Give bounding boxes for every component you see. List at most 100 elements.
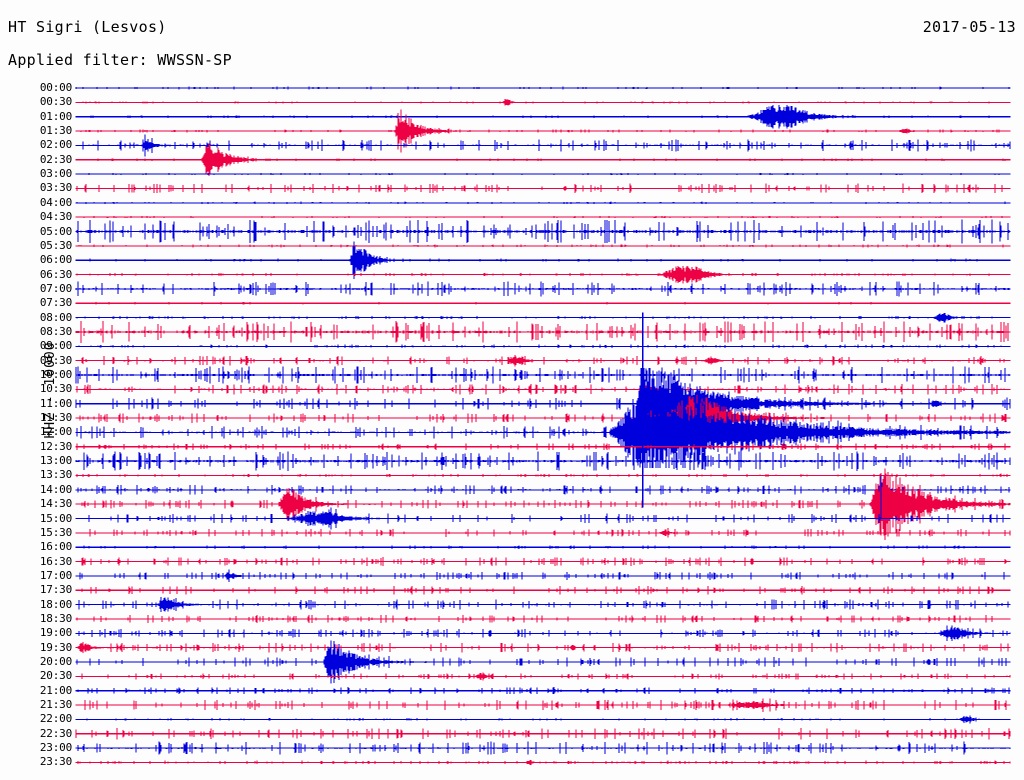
date-label: 2017-05-13 [922,18,1016,36]
time-tick-2100: 21:00 [39,683,72,697]
time-tick-1300: 13:00 [39,454,72,468]
time-tick-2000: 20:00 [39,655,72,668]
trace-1500 [75,507,1011,530]
trace-2300 [75,741,1011,755]
trace-0830 [75,321,1011,343]
time-tick-1530: 15:30 [39,525,72,539]
time-tick-1130: 11:30 [39,411,72,425]
trace-2230 [75,728,1011,740]
trace-1800 [75,597,1011,613]
trace-0700 [75,281,1011,297]
trace-1730 [75,585,1011,595]
trace-1000 [75,366,1011,384]
trace-1400 [75,482,1011,498]
trace-1830 [75,615,1011,623]
trace-2100 [75,687,1011,695]
time-tick-2030: 20:30 [39,669,72,683]
time-tick-1000: 10:00 [39,368,72,381]
trace-0500 [75,219,1011,244]
trace-0600 [75,241,1011,279]
time-tick-2230: 22:30 [39,726,72,740]
time-tick-0730: 07:30 [39,296,72,310]
time-tick-0900: 09:00 [39,339,72,353]
trace-0730 [75,302,1011,305]
trace-0430 [75,216,1011,219]
time-tick-0000: 00:00 [39,81,72,94]
applied-filter-label: Applied filter: WWSSN-SP [8,51,232,69]
time-tick-1400: 14:00 [39,482,72,496]
trace-1700 [75,569,1011,583]
trace-0400 [75,201,1011,204]
trace-0900 [75,344,1011,349]
time-tick-1330: 13:30 [39,468,72,482]
time-tick-1430: 14:30 [39,497,72,511]
trace-1530 [75,528,1011,538]
trace-1930 [75,642,1011,654]
trace-0300 [75,173,1011,176]
trace-1430 [75,468,1011,540]
time-tick-2300: 23:00 [39,741,72,755]
trace-1300 [75,451,1011,471]
page-title: HT Sigri (Lesvos) [8,18,167,36]
time-tick-0500: 05:00 [39,224,72,238]
time-tick-2130: 21:30 [39,698,72,712]
trace-2200 [75,715,1011,724]
time-axis-labels: 00:00 00:30 01:00 01:30 02:00 02:30 03:00 03:30… [0,0,72,780]
trace-1200 [75,396,1011,469]
time-tick-0630: 06:30 [39,267,72,281]
trace-1230 [75,443,1011,451]
time-tick-1030: 10:30 [39,382,72,396]
trace-1630 [75,557,1011,566]
time-tick-1830: 18:30 [39,611,72,625]
time-tick-1700: 17:00 [39,568,72,582]
trace-1330 [75,473,1011,478]
trace-0530 [75,244,1011,248]
time-tick-0400: 04:00 [39,195,72,209]
trace-1600 [75,545,1011,549]
time-tick-0800: 08:00 [39,310,72,324]
time-tick-1100: 11:00 [39,396,72,410]
trace-2030 [75,672,1011,681]
time-tick-1930: 19:30 [39,640,72,654]
trace-0030 [75,99,1011,106]
trace-1100 [75,367,1011,440]
time-tick-1630: 16:30 [39,554,72,568]
time-tick-0230: 02:30 [39,152,72,166]
time-tick-1500: 15:00 [39,511,72,525]
trace-1900 [75,625,1011,642]
time-tick-0830: 08:30 [39,324,72,338]
time-tick-1900: 19:00 [39,626,72,640]
time-tick-0130: 01:30 [39,124,72,138]
time-tick-0330: 03:30 [39,181,72,195]
trace-2000 [75,640,1011,684]
trace-2130 [75,698,1011,712]
time-tick-1730: 17:30 [39,583,72,597]
trace-0200 [75,134,1011,157]
trace-0000 [75,86,1011,90]
time-tick-1600: 16:00 [39,540,72,554]
trace-0330 [75,183,1011,194]
time-tick-0930: 09:30 [39,353,72,367]
time-tick-2330: 23:30 [39,755,72,769]
time-tick-2200: 22:00 [39,712,72,726]
trace-0800 [75,312,1011,323]
time-tick-0700: 07:00 [39,281,72,295]
trace-0130 [75,109,1011,153]
time-tick-0430: 04:30 [39,210,72,224]
time-tick-0100: 01:00 [39,109,72,123]
time-tick-1230: 12:30 [39,439,72,453]
time-tick-0200: 02:00 [39,138,72,152]
time-tick-1200: 12:00 [39,425,72,439]
trace-0930 [75,354,1011,367]
trace-2330 [75,759,1011,766]
time-tick-1800: 18:00 [39,597,72,611]
trace-0230 [75,143,1011,176]
trace-0100 [75,104,1011,129]
trace-1030 [75,381,1011,397]
time-tick-0300: 03:00 [39,167,72,181]
time-tick-0600: 06:00 [39,253,72,267]
trace-0630 [75,265,1011,284]
time-tick-0530: 05:30 [39,238,72,252]
